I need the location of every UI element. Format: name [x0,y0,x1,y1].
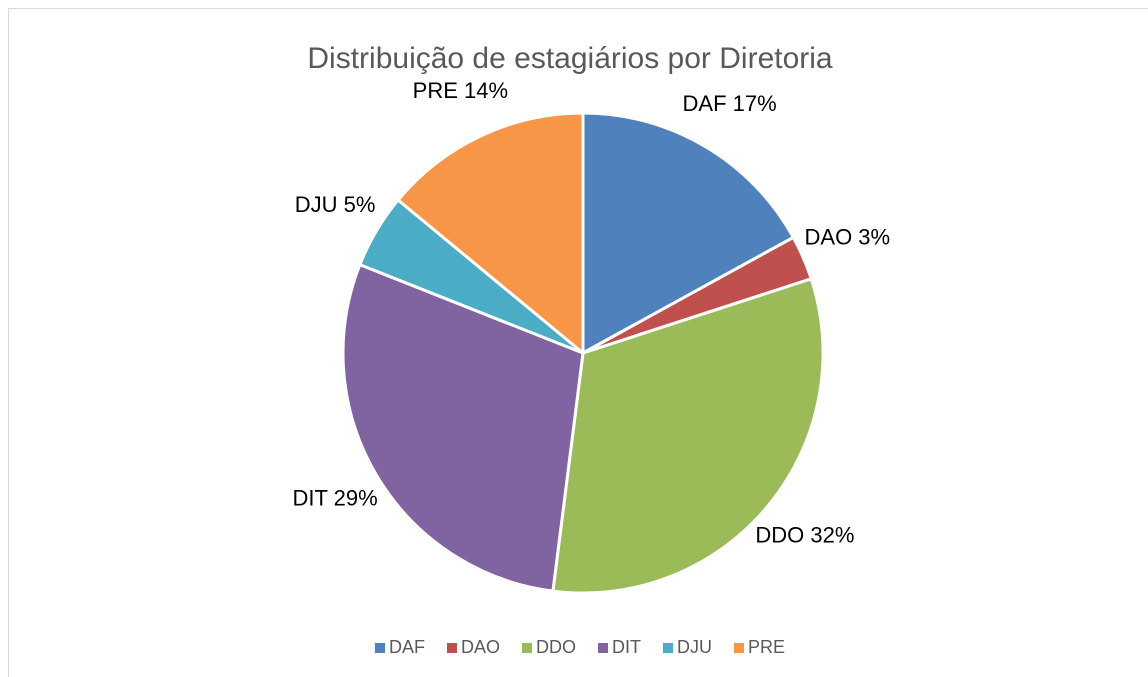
legend-swatch [598,643,608,653]
data-label: DIT 29% [293,485,378,510]
pie-slice [551,277,825,595]
legend-label: DAO [461,637,500,657]
legend-label: DDO [536,637,576,657]
pie-slice [581,111,795,355]
legend-label: PRE [748,637,785,657]
chart-title: Distribuição de estagiários por Diretori… [307,42,833,75]
legend-label: DAF [389,637,425,657]
data-label: DDO 32% [755,522,854,547]
pie-slice [341,263,585,593]
pie-slice [396,111,585,355]
legend-swatch [663,643,673,653]
legend-swatch [734,643,744,653]
legend-swatch [446,643,457,653]
legend-swatch [522,643,532,653]
data-label: DAO 3% [805,224,891,249]
legend-label: DIT [612,637,641,657]
legend-label: DJU [677,637,712,657]
data-label: DJU 5% [295,192,376,217]
data-label: DAF 17% [683,91,777,116]
data-label: PRE 14% [413,78,508,103]
legend-swatch [374,643,385,653]
